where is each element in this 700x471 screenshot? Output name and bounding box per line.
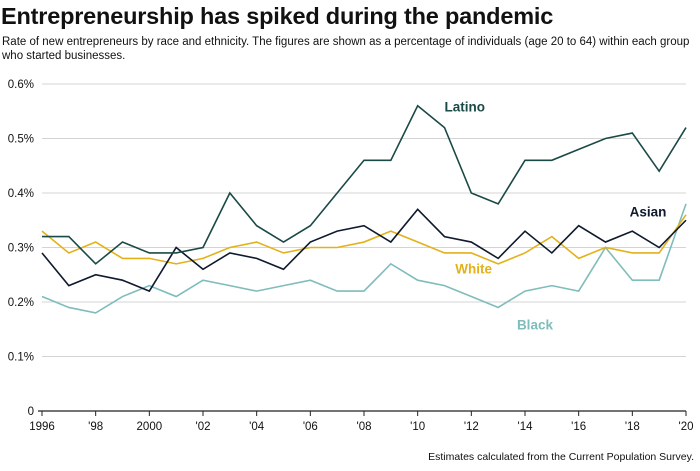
- x-tick-label: '12: [464, 421, 479, 433]
- x-tick-label: 1996: [29, 421, 55, 433]
- series-line-white: [41, 214, 687, 265]
- chart-title: Entrepreneurship has spiked during the p…: [1, 3, 554, 29]
- y-tick-label: 0.6%: [8, 79, 34, 91]
- x-tick-label: '14: [518, 421, 534, 433]
- x-tick-label: '20: [679, 421, 694, 433]
- grid-lines: [42, 83, 686, 357]
- source-note: Estimates calculated from the Current Po…: [428, 451, 694, 463]
- chart-subtitle: Rate of new entrepreneurs by race and et…: [2, 36, 690, 62]
- y-tick-label: 0.1%: [8, 352, 34, 364]
- x-tick-label: '10: [410, 421, 425, 433]
- series-label-white: White: [455, 262, 492, 277]
- y-axis: 0 0.1% 0.2% 0.3% 0.4% 0.5% 0.6%: [8, 79, 34, 418]
- x-tick-label: '98: [88, 421, 103, 433]
- y-tick-label: 0.3%: [8, 243, 34, 255]
- x-tick-label: '08: [357, 421, 372, 433]
- y-tick-label: 0: [28, 406, 34, 418]
- series-label-latino: Latino: [445, 99, 486, 114]
- series-label-black: Black: [517, 317, 554, 332]
- series-line-latino: [42, 104, 687, 265]
- x-tick-label: 2000: [137, 421, 163, 433]
- y-tick-label: 0.4%: [8, 188, 34, 200]
- series-label-asian: Asian: [630, 204, 667, 219]
- series-line-asian: [41, 208, 687, 293]
- y-tick-label: 0.5%: [8, 134, 34, 146]
- x-axis: 1996 '98 2000 '02 '04 '06 '08 '10 '12 '14 '16 '18 '2…: [29, 410, 694, 433]
- x-tick-label: '04: [249, 421, 265, 433]
- x-tick-label: '16: [571, 421, 586, 433]
- series-lines: [41, 104, 687, 314]
- x-tick-label: '06: [303, 421, 318, 433]
- y-tick-label: 0.2%: [8, 297, 34, 309]
- x-tick-label: '02: [196, 421, 211, 433]
- series-line-black: [41, 203, 687, 314]
- x-tick-label: '18: [625, 421, 640, 433]
- series-labels: Latino Asian White Black: [445, 99, 667, 332]
